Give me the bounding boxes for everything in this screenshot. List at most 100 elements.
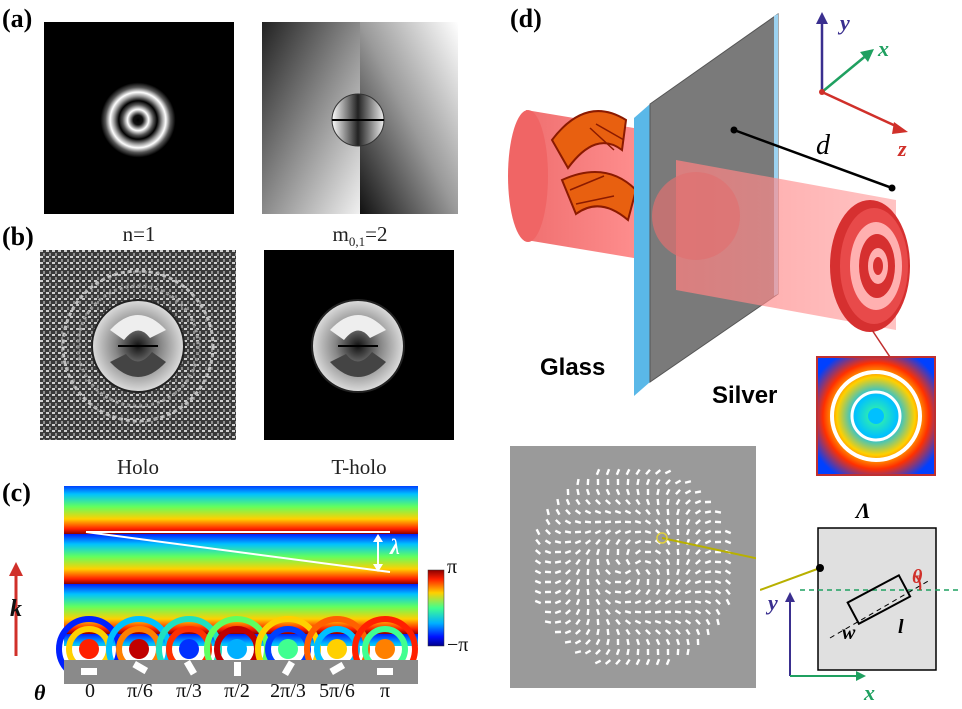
nanoantenna (694, 519, 702, 525)
nanoantenna (694, 600, 702, 604)
nanoantenna (714, 550, 722, 554)
nanoantenna (715, 608, 721, 616)
nanoantenna (586, 588, 590, 596)
nanoantenna (654, 610, 662, 614)
nanoantenna (616, 478, 620, 486)
nanoantenna (586, 598, 590, 606)
nanoantenna (534, 549, 542, 555)
nanoantenna (594, 509, 602, 515)
nanoantenna (676, 528, 680, 536)
colorbar-max-label: π (447, 556, 458, 578)
nanoantenna (655, 508, 661, 516)
nanoantenna (545, 518, 551, 526)
nanoantenna (584, 509, 592, 515)
theta-tick-3: π/2 (224, 680, 250, 702)
nanoantenna (675, 488, 681, 496)
nanoantenna (695, 538, 701, 546)
nanoantenna (656, 578, 660, 586)
nanoantenna (704, 570, 712, 574)
nanoantenna (645, 629, 651, 635)
nanoantenna (714, 579, 722, 585)
nanoantenna (534, 569, 542, 575)
nanoantenna (665, 479, 671, 485)
nanoantenna (614, 590, 622, 594)
nanoantenna (614, 529, 622, 535)
nanoantenna (686, 638, 690, 646)
theta-tick-0: 0 (85, 680, 95, 702)
nanoantenna (665, 638, 671, 646)
nanoantenna (715, 599, 721, 605)
nanoantenna (676, 648, 680, 656)
nanoantenna (724, 529, 732, 535)
nanoantenna (595, 499, 601, 505)
nanoantenna (684, 489, 692, 495)
nanoantenna (646, 578, 650, 586)
nanoantenna (674, 610, 682, 614)
nanoantenna (544, 590, 552, 594)
nanoantenna (614, 509, 622, 515)
nanoantenna (624, 509, 632, 515)
nanoantenna (616, 548, 620, 556)
length-label: l (898, 616, 904, 638)
nanoantenna (626, 648, 630, 656)
nanoantenna (644, 619, 652, 625)
nanoantenna (704, 609, 712, 615)
nanoantenna (616, 638, 620, 646)
nanoantenna (624, 600, 632, 604)
nanoantenna (595, 568, 601, 576)
truncated-hologram-image (264, 250, 454, 440)
nanoantenna (685, 548, 691, 556)
nanoantenna (694, 579, 702, 585)
nanoantenna (544, 570, 552, 574)
nanoantenna (574, 509, 582, 515)
nanoantenna (685, 528, 691, 536)
nanoantenna (665, 548, 671, 556)
nanoantenna (565, 599, 571, 605)
nanoantenna (534, 599, 542, 605)
width-label: w (842, 622, 856, 644)
nanoantenna (704, 500, 712, 504)
nanoantenna (554, 609, 562, 615)
nanoantenna (596, 628, 600, 636)
nanoantenna (554, 569, 562, 575)
theta-tick-6: π (379, 680, 391, 702)
nanoantenna (595, 649, 601, 655)
nanoantenna (724, 579, 732, 585)
nanoantenna (614, 570, 622, 574)
nanoantenna (604, 599, 612, 605)
nanoantenna (614, 599, 622, 605)
nanoantenna (605, 558, 611, 566)
nanoantenna (645, 568, 651, 576)
nanoantenna (615, 499, 621, 505)
nanoantenna (695, 618, 701, 626)
nanoantenna (675, 638, 681, 646)
nanoantenna (634, 619, 642, 625)
nanoantenna (595, 548, 601, 556)
nanoantenna (624, 520, 632, 524)
nanoantenna (604, 579, 612, 585)
nanoantenna (665, 588, 671, 596)
nanoantenna (586, 478, 590, 486)
nanoantenna (645, 658, 651, 666)
nanoantenna (554, 589, 562, 595)
nanoantenna (574, 549, 582, 555)
nanoantenna (695, 549, 701, 555)
nanoantenna (615, 658, 621, 666)
nanoantenna (684, 480, 692, 484)
nanoantenna (584, 529, 592, 535)
nanoantenna (676, 548, 680, 556)
caption-n: n=1 (122, 222, 156, 246)
nanoantenna (674, 589, 682, 595)
nanoantenna (684, 600, 692, 604)
axis-x-label: x (878, 36, 889, 61)
spiral-phase-image (262, 22, 458, 214)
nanoantenna (595, 468, 601, 476)
nanoantenna (535, 538, 541, 546)
nanoantenna (565, 579, 571, 585)
nanoantenna (596, 558, 600, 566)
nanoantenna (714, 589, 722, 595)
nanoantenna (676, 568, 680, 576)
nanoantenna (655, 478, 661, 486)
nanoantenna (645, 468, 651, 476)
nanoantenna (686, 648, 690, 656)
